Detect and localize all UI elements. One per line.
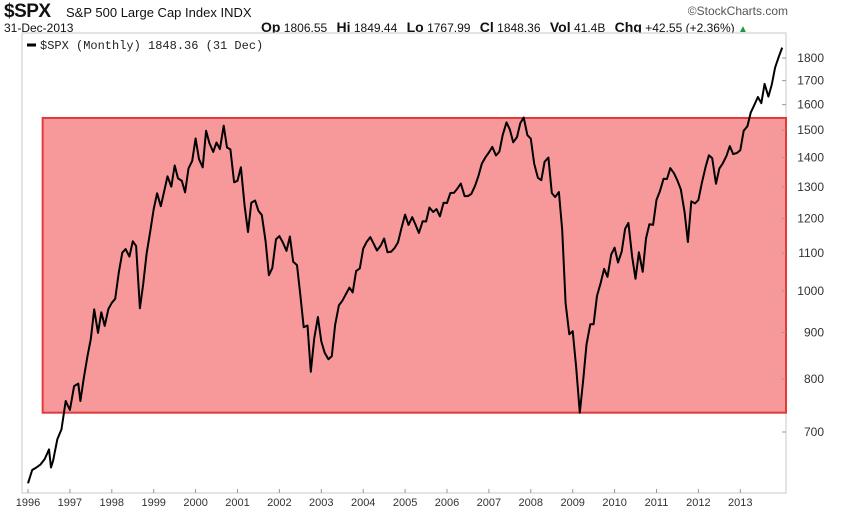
x-tick-label: 2003: [309, 497, 333, 509]
y-tick-label: 700: [804, 425, 824, 439]
y-tick-label: 1000: [797, 284, 824, 298]
lo-value: 1767.99: [427, 21, 471, 35]
hi-label: Hi: [336, 19, 351, 35]
x-tick-label: 1998: [100, 497, 124, 509]
x-tick-label: 2010: [602, 497, 626, 509]
x-tick-label: 1996: [16, 497, 40, 509]
cl-label: Cl: [479, 19, 494, 35]
y-tick-label: 1700: [797, 74, 824, 88]
highlight-band: [41, 116, 788, 414]
x-tick-label: 2009: [560, 497, 584, 509]
chart-date: 31-Dec-2013: [4, 21, 74, 35]
hi-value: 1849.44: [353, 21, 398, 35]
x-tick-label: 2000: [183, 497, 207, 509]
triangle-up-icon: ▲: [737, 24, 748, 35]
x-tick-label: 2006: [435, 497, 459, 509]
y-tick-label: 1300: [797, 180, 824, 194]
x-tick-label: 1999: [141, 497, 165, 509]
symbol-title: $SPX: [4, 1, 51, 22]
x-tick-label: 2002: [267, 497, 291, 509]
x-tick-label: 2001: [225, 497, 249, 509]
legend-text: $SPX (Monthly) 1848.36 (31 Dec): [40, 39, 263, 53]
index-name: S&P 500 Large Cap Index INDX: [66, 5, 252, 20]
x-tick-label: 2008: [519, 497, 543, 509]
series-line-spx: [27, 47, 784, 484]
index-full-name: S&P 500 Large Cap Index: [66, 5, 217, 20]
credit[interactable]: ©StockCharts.com: [687, 4, 788, 18]
y-tick-label: 1800: [797, 51, 824, 65]
exchange: INDX: [220, 5, 252, 20]
y-tick-label: 1200: [797, 212, 824, 226]
x-tick-label: 2005: [393, 497, 417, 509]
y-tick-label: 800: [804, 372, 824, 386]
x-tick-label: 2012: [686, 497, 710, 509]
chg-value: +42.55 (+2.36%): [645, 21, 735, 35]
vol-label: Vol: [549, 19, 571, 35]
op-label: Op: [261, 19, 281, 35]
y-tick-label: 1600: [797, 98, 824, 112]
y-tick-label: 1400: [797, 151, 824, 165]
x-tick-label: 1997: [58, 497, 82, 509]
chg-label: Chg: [614, 19, 642, 35]
x-tick-label: 2004: [351, 497, 375, 509]
x-tick-label: 2013: [728, 497, 752, 509]
op-value: 1806.55: [283, 21, 328, 35]
y-tick-label: 1100: [798, 246, 824, 260]
x-tick-label: 2007: [477, 497, 501, 509]
y-tick-label: 900: [804, 325, 824, 339]
lo-label: Lo: [406, 19, 424, 35]
cl-value: 1848.36: [497, 21, 541, 35]
y-tick-label: 1500: [797, 123, 824, 137]
ohlc-stats: Op 1806.55 Hi 1849.44 Lo 1767.99 Cl 1848…: [255, 19, 748, 35]
x-tick-label: 2011: [645, 497, 669, 509]
vol-value: 41.4B: [573, 21, 606, 35]
